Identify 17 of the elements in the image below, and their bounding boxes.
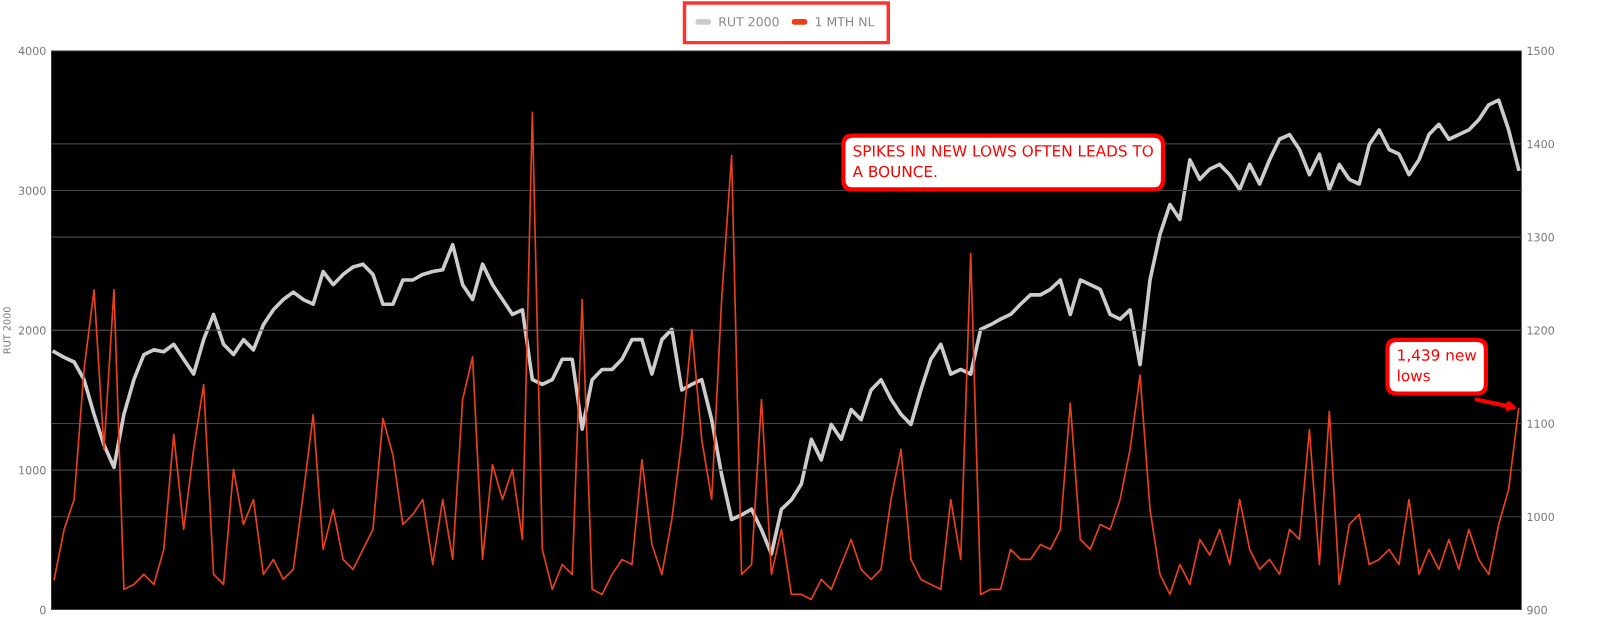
y2-tick-label: 900 <box>1527 605 1547 615</box>
y2-tick-label: 1200 <box>1527 326 1554 335</box>
legend-label: RUT 2000 <box>719 17 779 27</box>
y2-tick-label: 1100 <box>1527 419 1554 428</box>
y-tick-label: 1000 <box>19 466 46 475</box>
y2-tick-label: 1000 <box>1527 512 1554 522</box>
y-axis-title: RUT 2000 <box>3 307 11 354</box>
y-tick-label: 3000 <box>18 186 46 195</box>
annotation: 1,439 new lows <box>1398 349 1477 382</box>
y2-tick-label: 1300 <box>1527 233 1554 242</box>
y-tick-label: 4000 <box>18 46 46 56</box>
y-tick-label: 0 <box>40 605 46 615</box>
y-tick-label: 2000 <box>18 326 46 335</box>
y2-tick-label: 1400 <box>1527 139 1554 149</box>
legend-label: 1 MTH NL <box>815 17 875 27</box>
annotation: SPIKES IN NEW LOWS OFTEN LEADS TO A BOUNCE. <box>852 145 1153 178</box>
y2-tick-label: 1500 <box>1527 46 1554 56</box>
